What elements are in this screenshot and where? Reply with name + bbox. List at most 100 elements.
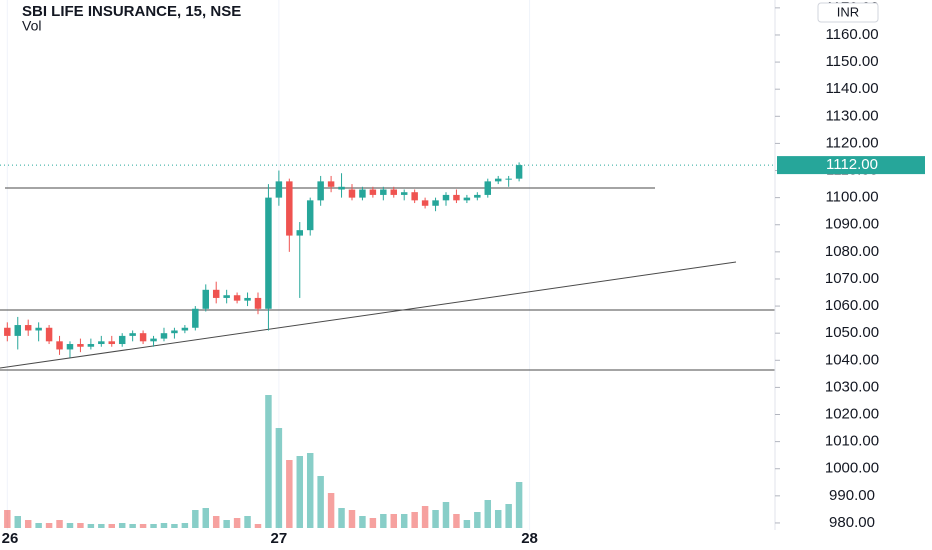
candle-body [150, 338, 157, 342]
candle-body [390, 189, 398, 195]
volume-bar [505, 504, 512, 528]
volume-bar [338, 508, 345, 528]
candle-body [275, 181, 283, 198]
candle-body [171, 330, 178, 334]
volume-bar [306, 453, 314, 528]
x-tick-label: 28 [521, 530, 538, 547]
candle-body [98, 341, 105, 345]
candle-body [494, 178, 502, 182]
volume-bar [359, 516, 366, 528]
candle-body [118, 335, 126, 345]
volume-bar [432, 510, 439, 528]
candle-body [306, 200, 314, 231]
y-tick-label: 1020.00 [825, 405, 879, 422]
volume-bar [369, 518, 377, 528]
candle-body [233, 295, 241, 301]
y-tick-label: 1130.00 [825, 107, 878, 124]
y-tick-label: 1090.00 [825, 216, 879, 233]
candle-body [317, 181, 324, 201]
volume-bar [411, 512, 418, 528]
volume-bar [129, 524, 136, 528]
x-tick-label: 27 [271, 530, 288, 547]
volume-bar [348, 510, 356, 528]
candle-body [453, 194, 460, 201]
chart-title: SBI LIFE INSURANCE, 15, NSE [22, 3, 241, 20]
volume-bar [14, 516, 21, 528]
candle-body [192, 308, 199, 328]
candle-body [4, 327, 11, 336]
volume-bar [275, 428, 283, 528]
volume-bar [442, 502, 450, 528]
volume-bar [484, 500, 492, 528]
candle-body [181, 327, 189, 331]
volume-bar [421, 506, 429, 528]
drawings [0, 187, 775, 371]
candle-body [442, 194, 450, 201]
volume-bar [87, 524, 95, 528]
candle-body [348, 189, 356, 198]
y-tick-label: 1060.00 [825, 297, 879, 314]
volume-bar [254, 524, 262, 528]
candle-body [369, 189, 377, 195]
candle-body [223, 295, 230, 298]
candle-body [14, 325, 21, 336]
volume-bar [296, 456, 304, 528]
candle-body [515, 165, 523, 179]
currency-label[interactable]: INR [837, 4, 859, 19]
candle-body [56, 341, 63, 350]
volume-bar [244, 516, 251, 528]
candle-body [411, 192, 418, 201]
candle-body [265, 197, 272, 309]
volume-bar [24, 520, 32, 528]
y-tick-label: 1120.00 [825, 134, 878, 151]
volume-bar [4, 510, 11, 528]
currency-button[interactable] [817, 2, 879, 23]
candle-body [380, 189, 387, 195]
y-tick-label: 1070.00 [825, 270, 879, 287]
candle-body [212, 289, 220, 298]
volume-bar [390, 514, 398, 528]
volume-pane [4, 395, 523, 528]
volume-bar [66, 523, 74, 528]
volume-bar [223, 520, 230, 528]
volume-bar [77, 523, 84, 528]
y-tick-label: 990.00 [829, 487, 875, 504]
candles [4, 162, 523, 358]
candle-body [66, 344, 74, 350]
y-tick-label: 1040.00 [825, 351, 879, 368]
volume-bar [150, 524, 157, 528]
candle-body [432, 200, 439, 206]
volume-label: Vol [22, 18, 41, 34]
volume-bar [463, 520, 471, 528]
candle-body [338, 186, 345, 190]
volume-bar [317, 476, 324, 528]
volume-bar [35, 523, 42, 528]
y-tick-label: 1050.00 [825, 324, 879, 341]
y-tick-label: 1030.00 [825, 378, 879, 395]
candle-body [160, 333, 168, 339]
candle-body [359, 189, 366, 198]
volume-bar [265, 395, 272, 528]
y-tick-label: 980.00 [829, 514, 875, 531]
candle-body [254, 297, 262, 309]
y-tick-label: 1160.00 [825, 26, 878, 43]
volume-bar [181, 523, 189, 528]
y-tick-label: 1150.00 [825, 53, 878, 70]
candle-body [296, 230, 304, 236]
volume-bar [202, 508, 209, 528]
candle-body [139, 333, 147, 342]
volume-bar [286, 460, 293, 528]
volume-bar [494, 510, 502, 528]
y-tick-label: 1100.00 [825, 189, 878, 206]
candle-body [129, 333, 136, 336]
volume-bar [171, 524, 178, 528]
volume-bar [108, 524, 115, 528]
volume-bar [212, 516, 220, 528]
candle-body [463, 197, 471, 201]
volume-bar [56, 520, 63, 528]
volume-bar [327, 493, 335, 528]
volume-bar [192, 510, 199, 528]
candle-body [45, 327, 53, 342]
